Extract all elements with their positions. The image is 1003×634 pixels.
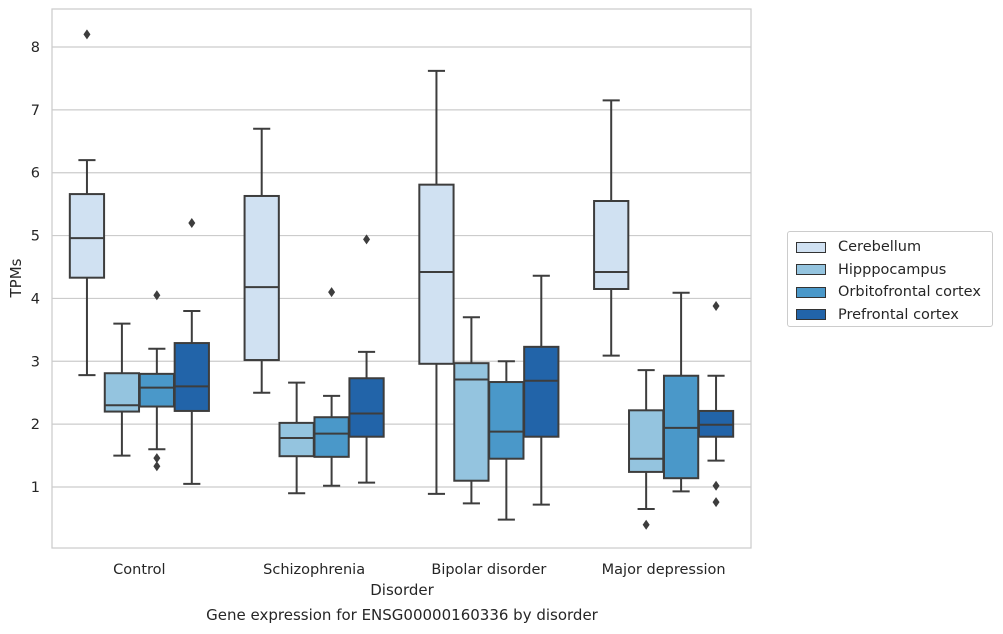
outlier-point: [188, 218, 196, 228]
box-body: [278, 421, 315, 458]
outlier-point: [83, 29, 91, 40]
outlier-point: [153, 461, 161, 472]
box-body: [628, 409, 665, 473]
outlier-point: [642, 519, 650, 530]
legend: Cerebellum Hipppocampus Orbitofrontal co…: [787, 231, 993, 327]
legend-item-orbitofrontal-cortex: Orbitofrontal cortex: [796, 281, 984, 304]
legend-label: Hipppocampus: [838, 261, 947, 278]
legend-item-cerebellum: Cerebellum: [796, 236, 984, 259]
y-tick-label: 7: [31, 103, 40, 119]
box-body: [313, 416, 350, 458]
box: [418, 69, 455, 495]
box-body: [523, 345, 560, 438]
x-axis-label: Disorder: [370, 581, 434, 599]
y-tick-label: 8: [31, 40, 40, 56]
box: [243, 127, 280, 394]
legend-label: Prefrontal cortex: [838, 306, 959, 323]
outlier-point: [712, 497, 720, 508]
box: [453, 316, 490, 505]
outlier-point: [153, 290, 161, 301]
box: [662, 291, 700, 493]
box: [628, 369, 665, 530]
box-body: [593, 200, 630, 290]
x-tick-label: Major depression: [602, 562, 726, 578]
legend-swatch: [796, 264, 826, 276]
y-tick-label: 4: [31, 291, 40, 307]
y-tick-label: 1: [31, 480, 40, 496]
box: [68, 29, 106, 377]
box: [103, 322, 141, 457]
x-tick-label: Control: [113, 562, 165, 578]
box-layer: [68, 29, 735, 530]
box: [313, 287, 350, 487]
legend-label: Cerebellum: [838, 239, 922, 256]
x-tick-label: Schizophrenia: [263, 562, 365, 578]
box: [488, 360, 525, 521]
outlier-point: [712, 480, 720, 491]
legend-swatch: [796, 309, 826, 321]
outlier-point: [712, 300, 720, 311]
legend-label: Orbitofrontal cortex: [838, 284, 981, 301]
box-body: [138, 372, 175, 408]
box: [173, 218, 210, 485]
legend-item-hippocampus: Hipppocampus: [796, 259, 984, 282]
y-tick-label: 3: [31, 354, 40, 370]
box-body: [348, 377, 385, 438]
box-body: [243, 194, 280, 362]
y-tick-label: 2: [31, 417, 40, 433]
legend-swatch: [796, 241, 826, 253]
chart-title: Gene expression for ENSG00000160336 by d…: [206, 606, 598, 624]
y-tick-label: 6: [31, 166, 40, 182]
outlier-point: [153, 453, 161, 464]
y-tick-labels: 1 2 3 4 5 6 7 8: [31, 40, 40, 496]
box: [523, 274, 560, 506]
outlier-point: [328, 287, 336, 298]
x-tick-label: Bipolar disorder: [431, 562, 546, 578]
box-body: [418, 183, 455, 365]
box: [593, 99, 630, 357]
x-tick-labels: Control Schizophrenia Bipolar disorder Majo…: [113, 562, 725, 578]
box: [697, 300, 735, 508]
outlier-point: [363, 234, 371, 245]
plot-frame: [51, 8, 752, 549]
box: [348, 234, 385, 484]
box: [138, 290, 175, 472]
box-body: [173, 342, 210, 412]
gridlines: [52, 46, 751, 488]
legend-swatch: [796, 286, 826, 298]
box-body: [68, 193, 106, 279]
box-body: [488, 381, 525, 460]
y-tick-label: 5: [31, 229, 40, 245]
box-body: [453, 362, 490, 482]
legend-item-prefrontal-cortex: Prefrontal cortex: [796, 304, 984, 327]
box: [278, 381, 315, 495]
y-axis-label: TPMs: [7, 258, 25, 298]
